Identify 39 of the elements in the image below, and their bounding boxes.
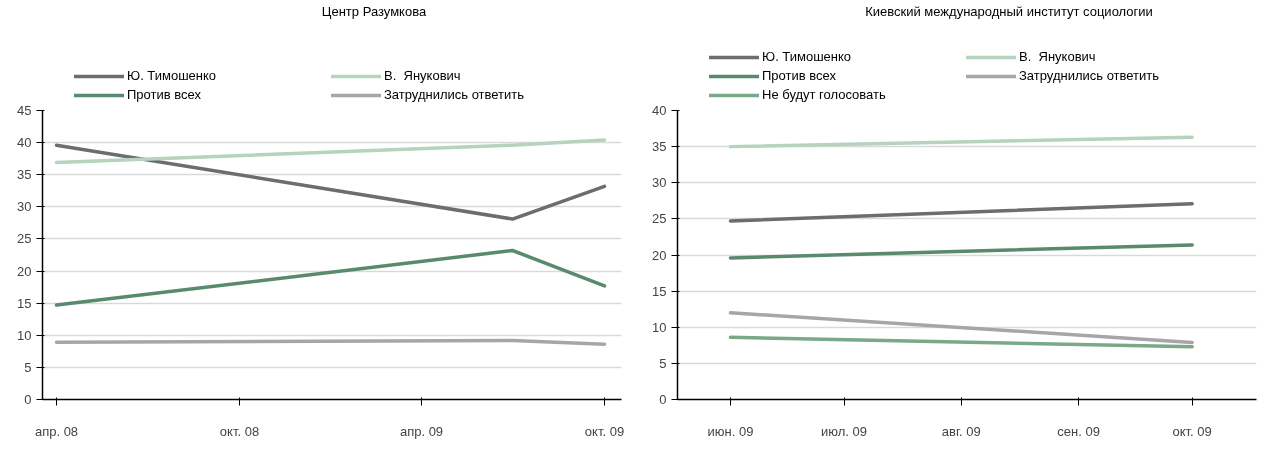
legend-label: В. Янукович — [384, 68, 462, 83]
y-tick-label: 10 — [17, 327, 32, 343]
x-tick-label: авг. 09 — [941, 423, 981, 439]
legend-label: Не будут голосовать — [762, 87, 887, 102]
y-tick-label: 30 — [17, 199, 32, 215]
legend-label: Против всех — [127, 87, 202, 102]
x-tick-label: окт. 09 — [584, 423, 625, 439]
legend-label: В. Янукович — [1019, 49, 1097, 64]
x-tick-label: окт. 08 — [219, 423, 260, 439]
y-tick-label: 45 — [17, 103, 32, 118]
y-tick-label: 5 — [24, 359, 32, 375]
y-tick-label: 10 — [652, 319, 667, 335]
y-tick-label: 15 — [652, 283, 667, 299]
legend-label: Ю. Тимошенко — [762, 49, 853, 64]
y-tick-label: 35 — [17, 167, 32, 183]
y-tick-label: 15 — [17, 295, 32, 311]
y-tick-label: 0 — [24, 392, 32, 407]
y-tick-label: 25 — [652, 211, 667, 227]
x-tick-label: июл. 09 — [821, 423, 868, 439]
y-tick-label: 30 — [652, 175, 667, 191]
chart-title: Киевский международный институт социологии — [865, 3, 1153, 19]
y-tick-label: 20 — [17, 263, 32, 279]
legend-label: Затруднились ответить — [384, 87, 526, 102]
y-tick-label: 20 — [652, 247, 667, 263]
legend-label: Против всех — [762, 68, 837, 83]
x-tick-label: июн. 09 — [707, 423, 754, 439]
x-tick-label: апр. 09 — [399, 423, 444, 439]
y-tick-label: 25 — [17, 231, 32, 247]
legend-label: Затруднились ответить — [1019, 68, 1161, 83]
y-tick-label: 40 — [17, 135, 32, 151]
chart-title: Центр Разумкова — [321, 3, 427, 19]
legend-label: Ю. Тимошенко — [127, 68, 218, 83]
x-tick-label: сен. 09 — [1057, 423, 1100, 439]
y-tick-label: 0 — [659, 392, 667, 407]
x-tick-label: апр. 08 — [34, 423, 79, 439]
y-tick-label: 40 — [652, 103, 667, 118]
x-tick-label: окт. 09 — [1172, 423, 1212, 439]
y-tick-label: 5 — [659, 355, 667, 371]
y-tick-label: 35 — [652, 139, 667, 155]
